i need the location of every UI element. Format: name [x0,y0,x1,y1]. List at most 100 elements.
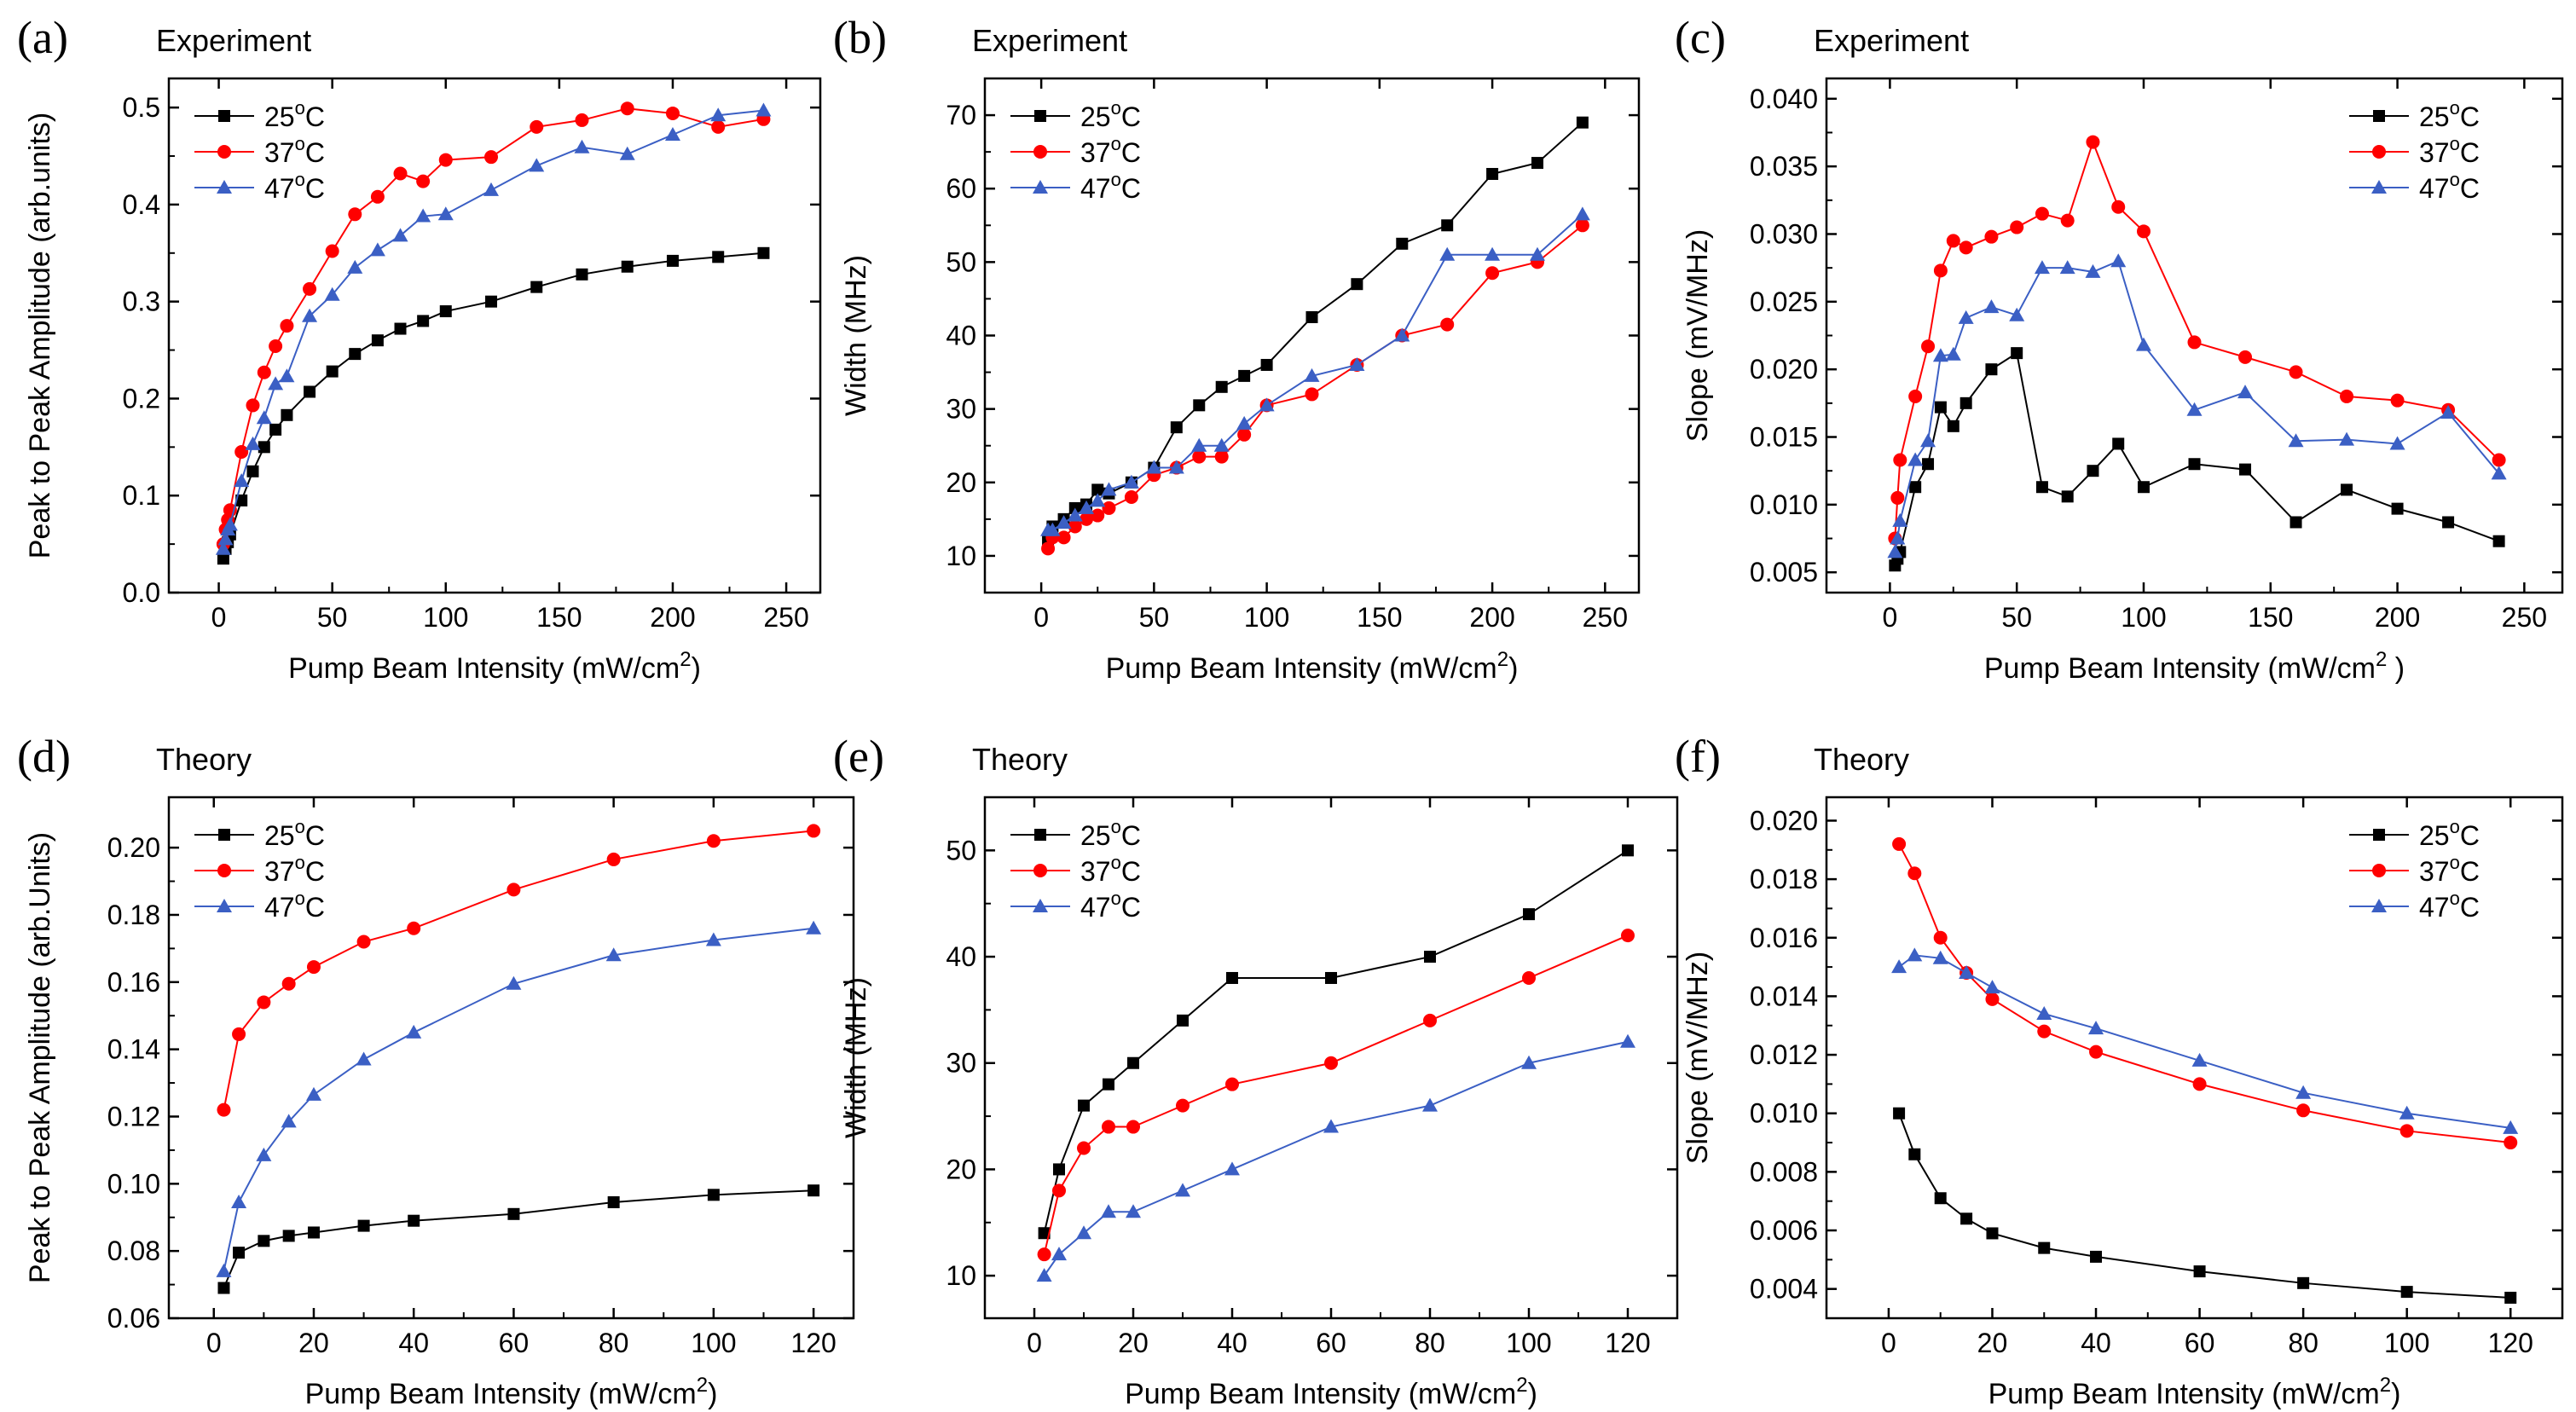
legend-label-value: 47 [1080,892,1111,923]
legend-marker [1033,180,1048,194]
data-point-47C [1191,437,1207,452]
data-point-47C [664,126,680,141]
data-point-47C [1574,206,1590,221]
data-point-47C [483,182,500,196]
data-point-47C [1101,482,1117,496]
x-axis-label: Pump Beam Intensity (mW/cm2) [1125,1374,1537,1410]
data-point-25C [258,1235,270,1247]
data-point-25C [1486,167,1499,180]
data-point-37C [1305,387,1319,402]
data-point-25C [2391,502,2404,515]
data-point-47C [2389,436,2405,450]
data-point-25C [1985,363,1998,376]
panel-letter: (b) [833,12,887,63]
y-tick-label: 30 [946,394,976,425]
x-tick-label: 20 [1118,1328,1149,1358]
data-point-37C [2296,1103,2311,1118]
data-point-47C [2186,402,2203,416]
data-point-47C [231,1195,247,1209]
data-point-25C [281,408,293,421]
data-point-25C [2112,437,2125,450]
chart-panel-b: (b) Experiment 0 50 100 150 200 250 10 20 30 40 50 60… [833,12,1641,685]
series-47C [1887,253,2507,558]
data-point-37C [2136,224,2151,239]
data-point-37C [606,852,621,866]
y-tick-label: 0.020 [1750,805,1818,836]
data-point-25C [1986,1227,1999,1240]
chart-panel-d: (d) Theory 0 20 40 60 80 100 120 0.06 0.08 0.10 0.12… [17,731,855,1410]
y-tick-label: 0.040 [1750,84,1818,114]
x-axis-label-main: Pump Beam Intensity (mW/cm [288,652,680,685]
data-point-47C [574,139,590,153]
data-point-47C [2036,1006,2052,1021]
data-point-25C [2400,1286,2413,1299]
y-tick-label: 0.12 [107,1101,160,1131]
data-point-25C [2504,1291,2517,1304]
data-point-37C [2111,200,2126,214]
data-point-47C [619,146,635,160]
data-point-37C [325,244,339,258]
data-point-47C [256,1147,272,1161]
data-point-25C [2442,516,2455,529]
legend-label-value: 25 [2419,820,2450,851]
legend-label: 47oC [264,169,325,204]
data-point-37C [2192,1077,2207,1091]
panel-title: Experiment [972,23,1127,58]
data-point-25C [1053,1163,1065,1176]
legend-label-degree: o [295,852,305,873]
data-point-25C [307,1226,320,1239]
data-point-25C [1193,399,1206,412]
legend-label-value: 37 [264,856,295,887]
x-axis-label-end: ) [2387,652,2405,685]
data-point-37C [2010,220,2024,234]
legend-label: 37oC [1080,852,1141,887]
data-point-47C [268,376,284,391]
x-tick-label: 0 [1882,602,1897,633]
data-point-25C [246,465,259,477]
data-point-47C [217,531,234,546]
legend-label-degree: o [2450,888,2460,909]
data-point-25C [357,1219,370,1232]
data-point-47C [1920,433,1936,448]
data-point-25C [1893,1107,1906,1120]
legend-label: 37oC [1080,133,1141,168]
x-tick-label: 0 [1027,1328,1042,1358]
data-point-47C [2295,1085,2312,1099]
data-point-47C [2088,1021,2104,1035]
data-point-37C [2289,365,2303,379]
data-point-47C [2339,431,2355,446]
data-point-37C [1056,530,1071,545]
data-point-25C [1038,1227,1051,1240]
data-point-47C [1259,397,1275,412]
data-point-25C [808,1184,820,1197]
y-tick-label: 0.015 [1750,422,1818,453]
data-point-37C [280,319,294,333]
chart-panel-a: (a) Experiment 0 50 100 150 200 250 0.0 0.1 0.2 0.3… [17,12,822,685]
x-axis-label-main: Pump Beam Intensity (mW/cm [1106,652,1497,685]
legend-marker [217,145,231,159]
data-point-37C [348,207,362,222]
x-tick-label: 120 [790,1328,836,1358]
legend-marker [2372,145,2386,159]
data-point-25C [2137,481,2150,494]
x-tick-label: 100 [2121,602,2166,633]
legend-label-degree: o [1111,97,1121,119]
data-point-25C [2341,483,2353,496]
data-point-25C [408,1214,420,1227]
data-point-37C [2504,1136,2518,1150]
data-point-37C [1102,1120,1115,1134]
data-point-37C [246,398,260,413]
legend-label: 37oC [264,133,325,168]
data-point-47C [1090,493,1106,507]
legend-label-value: 37 [2419,137,2450,168]
y-tick-label: 0.20 [107,832,160,863]
legend-label-unit: C [2460,820,2480,851]
data-point-37C [257,365,271,379]
y-tick-label: 0.035 [1750,151,1818,182]
data-point-25C [1959,396,1972,409]
data-point-47C [1076,1225,1091,1240]
plot-frame [167,796,855,1320]
x-axis-label-main: Pump Beam Intensity (mW/cm [1125,1378,1516,1410]
